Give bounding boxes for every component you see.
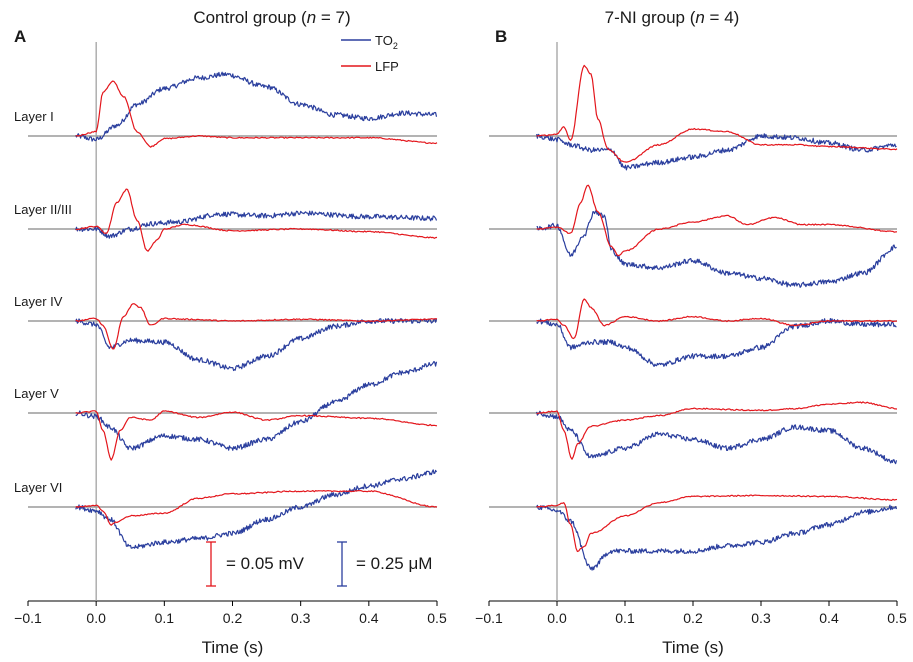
panel-a-title-pre: Control group ( [193, 8, 307, 27]
lfp-trace [536, 494, 898, 553]
tO2-trace [75, 318, 438, 372]
x-tick-label: 0.0 [547, 610, 567, 626]
tO2-trace [75, 360, 438, 451]
panel-a-title: Control group (n = 7) [193, 8, 350, 27]
panel-b-title-pre: 7-NI group ( [605, 8, 696, 27]
x-axis-title: Time (s) [202, 638, 264, 657]
lfp-trace [75, 80, 438, 148]
tO2-trace [536, 504, 898, 571]
tO2-trace [75, 71, 438, 142]
lfp-trace [75, 303, 438, 350]
tO2-scale-label: = 0.25 μM [356, 554, 432, 573]
lfp-trace [536, 184, 898, 257]
layer-trace-group: Layer I [14, 71, 438, 148]
tO2-trace [75, 469, 438, 549]
layer-trace-group [489, 298, 898, 367]
x-axis-title: Time (s) [662, 638, 724, 657]
panel-a-title-post: = 7) [316, 8, 351, 27]
lfp-trace [536, 298, 898, 340]
lfp-trace [75, 490, 438, 526]
layer-trace-group: Layer II/III [14, 188, 438, 252]
lfp-scale-label: = 0.05 mV [226, 554, 305, 573]
scale-bars: = 0.05 mV = 0.25 μM [206, 541, 432, 587]
panel-b-letter: B [495, 27, 507, 46]
layer-trace-group [489, 401, 898, 465]
chart-marks: −0.1 0.0 0.1 0.2 0.3 0.4 0.5 Time (s) Layer I Lay… [14, 42, 907, 657]
legend: TO2 LFP [341, 33, 399, 74]
layer-label: Layer VI [14, 480, 62, 495]
legend-tO2-text: TO [375, 33, 393, 48]
x-tick-label: 0.5 [887, 610, 907, 626]
x-tick-label: 0.1 [155, 610, 175, 626]
legend-lfp-label: LFP [375, 59, 399, 74]
x-tick-label: 0.3 [751, 610, 771, 626]
tO2-trace [536, 410, 898, 465]
panel-a-plot: −0.1 0.0 0.1 0.2 0.3 0.4 0.5 Time (s) Layer I Lay… [14, 42, 447, 657]
layer-label: Layer II/III [14, 202, 72, 217]
x-tick-label: 0.5 [427, 610, 447, 626]
lfp-trace [75, 188, 438, 252]
x-tick-label: 0.0 [86, 610, 106, 626]
lfp-trace [536, 401, 898, 460]
layer-trace-group [489, 184, 898, 288]
layer-trace-group: Layer V [14, 360, 438, 461]
tO2-scale-bar [337, 541, 347, 587]
layer-trace-group [489, 64, 898, 171]
x-tick-label: 0.4 [359, 610, 379, 626]
panel-a-letter: A [14, 27, 26, 46]
tO2-trace [536, 318, 897, 367]
legend-tO2-subscript: 2 [393, 41, 398, 51]
panel-a-title-n: n [307, 8, 316, 27]
x-tick-label: −0.1 [14, 610, 42, 626]
tO2-trace [75, 210, 438, 239]
legend-tO2-label: TO2 [375, 33, 398, 51]
layer-trace-group: Layer IV [14, 294, 438, 372]
panel-b-plot: −0.1 0.0 0.1 0.2 0.3 0.4 0.5 Time (s) [475, 42, 907, 657]
layer-trace-group [489, 494, 898, 571]
layer-label: Layer V [14, 386, 59, 401]
lfp-trace [75, 410, 438, 461]
x-tick-label: 0.2 [223, 610, 243, 626]
layer-label: Layer I [14, 109, 54, 124]
panel-b-title-post: = 4) [705, 8, 740, 27]
tO2-trace [536, 209, 897, 288]
panel-b-title: 7-NI group (n = 4) [605, 8, 740, 27]
x-tick-label: 0.1 [615, 610, 635, 626]
layer-trace-group: Layer VI [14, 469, 438, 549]
x-tick-label: 0.2 [683, 610, 703, 626]
lfp-scale-bar [206, 541, 216, 587]
layer-label: Layer IV [14, 294, 63, 309]
x-tick-label: 0.3 [291, 610, 311, 626]
x-tick-label: −0.1 [475, 610, 503, 626]
panel-b-title-n: n [695, 8, 704, 27]
lfp-trace [536, 64, 898, 163]
x-tick-label: 0.4 [819, 610, 839, 626]
tO2-trace [536, 133, 897, 171]
